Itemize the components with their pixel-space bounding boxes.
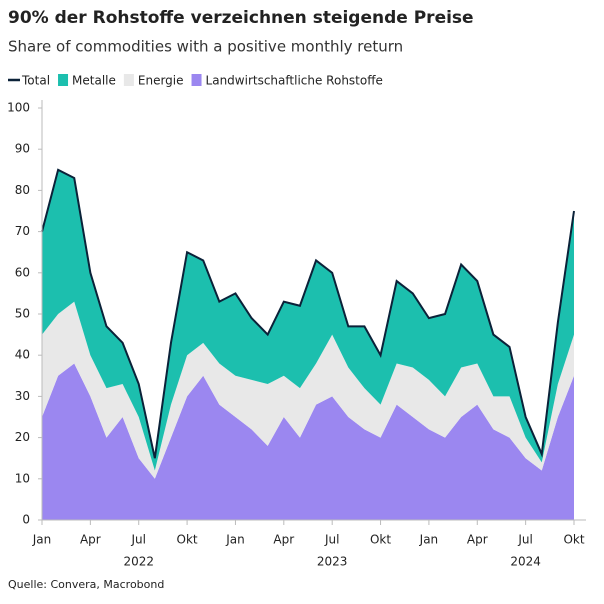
area-series bbox=[42, 301, 574, 479]
source-note: Quelle: Convera, Macrobond bbox=[8, 578, 164, 591]
legend-label: Total bbox=[21, 74, 50, 88]
y-tick-label: 50 bbox=[15, 307, 30, 321]
x-tick-label: Okt bbox=[563, 533, 584, 547]
legend-swatch bbox=[123, 74, 134, 86]
x-tick-label: Jul bbox=[324, 533, 339, 547]
y-tick-label: 80 bbox=[15, 183, 30, 197]
y-tick-label: 30 bbox=[15, 389, 30, 403]
y-tick-label: 10 bbox=[15, 471, 30, 485]
y-tick-label: 60 bbox=[15, 265, 30, 279]
year-label: 2023 bbox=[317, 555, 348, 569]
y-tick-label: 20 bbox=[15, 430, 30, 444]
x-tick-label: Jan bbox=[419, 533, 439, 547]
x-tick-label: Jul bbox=[517, 533, 532, 547]
chart-subtitle: Share of commodities with a positive mon… bbox=[8, 38, 403, 56]
legend-swatch bbox=[58, 74, 69, 86]
y-tick-label: 90 bbox=[15, 142, 30, 156]
legend-label: Landwirtschaftliche Rohstoffe bbox=[206, 74, 383, 88]
x-tick-label: Apr bbox=[80, 533, 101, 547]
area-series bbox=[42, 363, 574, 520]
y-tick-label: 0 bbox=[22, 513, 30, 527]
x-tick-label: Apr bbox=[467, 533, 488, 547]
total-line bbox=[41, 168, 575, 459]
x-tick-label: Jan bbox=[225, 533, 245, 547]
legend-swatch bbox=[191, 74, 202, 86]
y-tick-label: 70 bbox=[15, 224, 30, 238]
legend-label: Metalle bbox=[72, 74, 116, 88]
year-label: 2024 bbox=[510, 555, 541, 569]
area-series bbox=[42, 169, 574, 471]
x-tick-label: Apr bbox=[273, 533, 294, 547]
y-tick-label: 100 bbox=[7, 101, 30, 115]
x-tick-label: Jan bbox=[32, 533, 52, 547]
x-tick-label: Okt bbox=[370, 533, 391, 547]
y-tick-label: 40 bbox=[15, 348, 30, 362]
chart-title: 90% der Rohstoffe verzeichnen steigende … bbox=[8, 8, 474, 28]
legend-label: Energie bbox=[138, 74, 184, 88]
year-label: 2022 bbox=[123, 555, 154, 569]
x-tick-label: Jul bbox=[130, 533, 145, 547]
x-tick-label: Okt bbox=[177, 533, 198, 547]
